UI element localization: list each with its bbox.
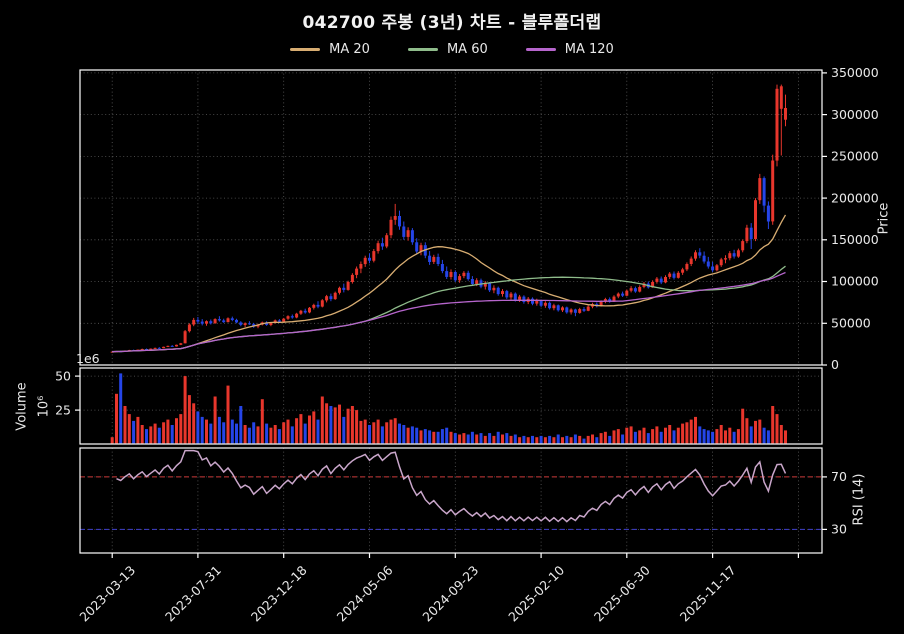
ma120-line <box>112 271 786 353</box>
legend-item-ma60: MA 60 <box>407 42 488 57</box>
rsi-line <box>116 449 787 523</box>
volume-axis-unit: 10⁶ <box>36 395 52 418</box>
svg-text:2024-09-23: 2024-09-23 <box>419 563 481 625</box>
ma-legend: MA 20 MA 60 MA 120 <box>0 42 904 57</box>
svg-text:350000: 350000 <box>831 65 879 80</box>
svg-text:50000: 50000 <box>831 316 871 331</box>
ma20-legend-label: MA 20 <box>329 42 370 57</box>
svg-text:2023-12-18: 2023-12-18 <box>248 562 310 624</box>
rsi-band-lines <box>80 476 822 530</box>
grid-lines <box>80 70 822 553</box>
svg-text:300000: 300000 <box>831 107 879 122</box>
price-tick-labels: 0 50000 100000 150000 200000 250000 300000 3500… <box>822 65 879 372</box>
svg-text:150000: 150000 <box>831 232 879 247</box>
svg-text:200000: 200000 <box>831 190 879 205</box>
svg-text:70: 70 <box>831 469 847 484</box>
panel-spines <box>79 69 823 554</box>
svg-text:2023-03-13: 2023-03-13 <box>76 563 138 625</box>
svg-text:25: 25 <box>55 402 71 417</box>
svg-text:2025-11-17: 2025-11-17 <box>677 563 739 625</box>
svg-text:2025-06-30: 2025-06-30 <box>591 562 653 624</box>
x-axis-tick-labels: 2023-03-13 2023-07-31 2023-12-18 2024-05-06… <box>76 553 800 625</box>
ma20-line <box>112 214 787 353</box>
svg-text:2023-07-31: 2023-07-31 <box>162 563 224 625</box>
candlesticks <box>110 84 787 353</box>
legend-item-ma20: MA 20 <box>290 42 370 57</box>
legend-item-ma120: MA 120 <box>525 42 614 57</box>
svg-text:30: 30 <box>831 522 847 537</box>
svg-text:100000: 100000 <box>831 274 879 289</box>
chart-title: 042700 주봉 (3년) 차트 - 블루폴더랩 <box>302 13 602 33</box>
svg-text:0: 0 <box>831 357 839 372</box>
ma120-legend-label: MA 120 <box>564 42 614 57</box>
volume-axis-title: Volume <box>14 382 30 431</box>
volume-tick-labels: 25 50 <box>55 368 80 417</box>
rsi-tick-labels: 30 70 <box>822 469 847 537</box>
svg-text:2024-05-06: 2024-05-06 <box>334 562 396 624</box>
svg-text:50: 50 <box>55 368 71 383</box>
volume-offset-label: 1e6 <box>76 351 100 366</box>
rsi-axis-title: RSI (14) <box>851 473 867 526</box>
price-axis-title: Price <box>876 202 892 235</box>
ma20-line-swatch <box>290 48 321 51</box>
ma60-line-swatch <box>407 48 438 51</box>
svg-text:250000: 250000 <box>831 149 879 164</box>
ma120-line-swatch <box>525 48 556 51</box>
volume-bars <box>110 373 787 444</box>
svg-text:2025-02-10: 2025-02-10 <box>505 562 567 624</box>
ma60-legend-label: MA 60 <box>446 42 488 57</box>
